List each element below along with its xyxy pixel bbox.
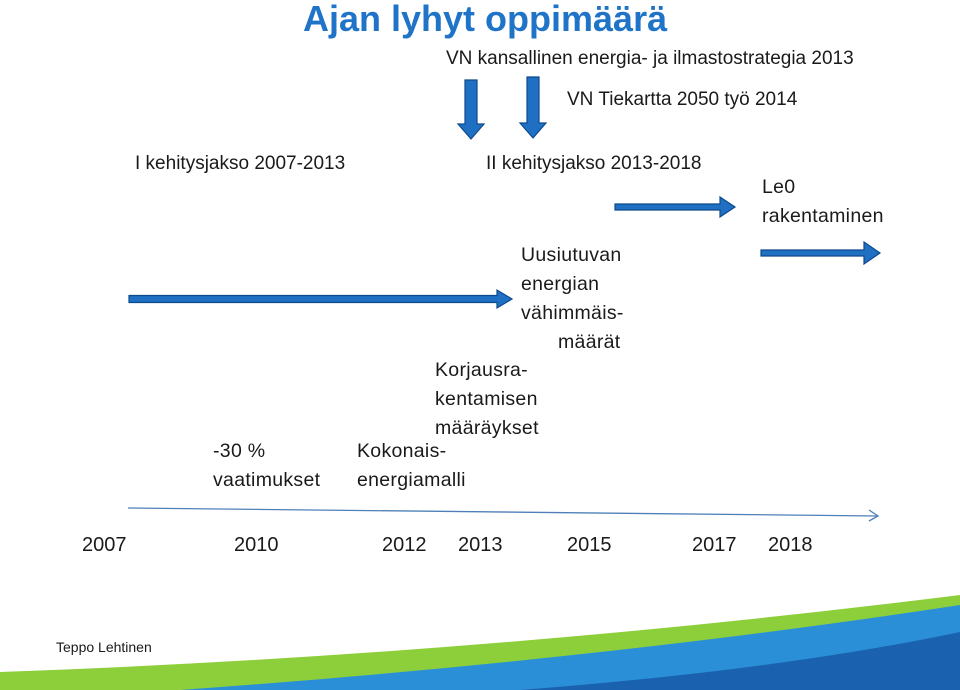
renovation-line3: määräykset — [435, 417, 539, 439]
timeline-year: 2007 — [82, 534, 127, 556]
timeline-year: 2012 — [382, 534, 427, 556]
total-energy-line2: energiamalli — [357, 469, 466, 491]
down-arrow-roadmap — [518, 76, 548, 139]
page-title: Ajan lyhyt oppimäärä — [303, 0, 668, 39]
roadmap-label: VN Tiekartta 2050 työ 2014 — [567, 89, 798, 110]
footer-swoosh — [0, 595, 960, 690]
renovation-line1: Korjausra- — [435, 359, 528, 381]
requirements-line2: vaatimukset — [213, 469, 321, 491]
renewable-line1: Uusiutuvan — [521, 244, 622, 266]
first-period-label: I kehitysjakso 2007-2013 — [135, 153, 346, 174]
renewable-line4: määrät — [558, 331, 621, 353]
energy-strategy-label: VN kansallinen energia- ja ilmastostrate… — [446, 48, 854, 69]
total-energy-model-label: Kokonais- energiamalli — [357, 437, 466, 495]
timeline-axis — [127, 507, 880, 522]
timeline-year: 2013 — [458, 534, 503, 556]
requirements-line1: -30 % — [213, 440, 266, 462]
le0-line2: rakentaminen — [762, 205, 884, 227]
down-arrow-energy-strategy — [456, 79, 486, 140]
le0-label: Le0 rakentaminen — [762, 173, 884, 231]
requirements-label: -30 % vaatimukset — [213, 437, 320, 495]
renovation-regulations-label: Korjausra- kentamisen määräykset — [435, 356, 539, 443]
right-arrow-le0 — [760, 240, 882, 266]
timeline-year: 2017 — [692, 534, 737, 556]
le0-line1: Le0 — [762, 176, 796, 198]
renovation-line2: kentamisen — [435, 388, 538, 410]
footer-swoosh-dark — [520, 632, 960, 690]
timeline-year: 2010 — [234, 534, 279, 556]
right-arrow-second-period — [614, 195, 737, 219]
renewable-energy-label: Uusiutuvan energian vähimmäis- määrät — [521, 241, 624, 357]
renewable-line3: vähimmäis- — [521, 302, 624, 324]
timeline-year: 2015 — [567, 534, 612, 556]
timeline-year: 2018 — [768, 534, 813, 556]
second-period-label: II kehitysjakso 2013-2018 — [486, 153, 702, 174]
right-arrow-first-period — [128, 288, 514, 310]
total-energy-line1: Kokonais- — [357, 440, 447, 462]
author-name: Teppo Lehtinen — [56, 639, 152, 655]
renewable-line2: energian — [521, 273, 600, 295]
